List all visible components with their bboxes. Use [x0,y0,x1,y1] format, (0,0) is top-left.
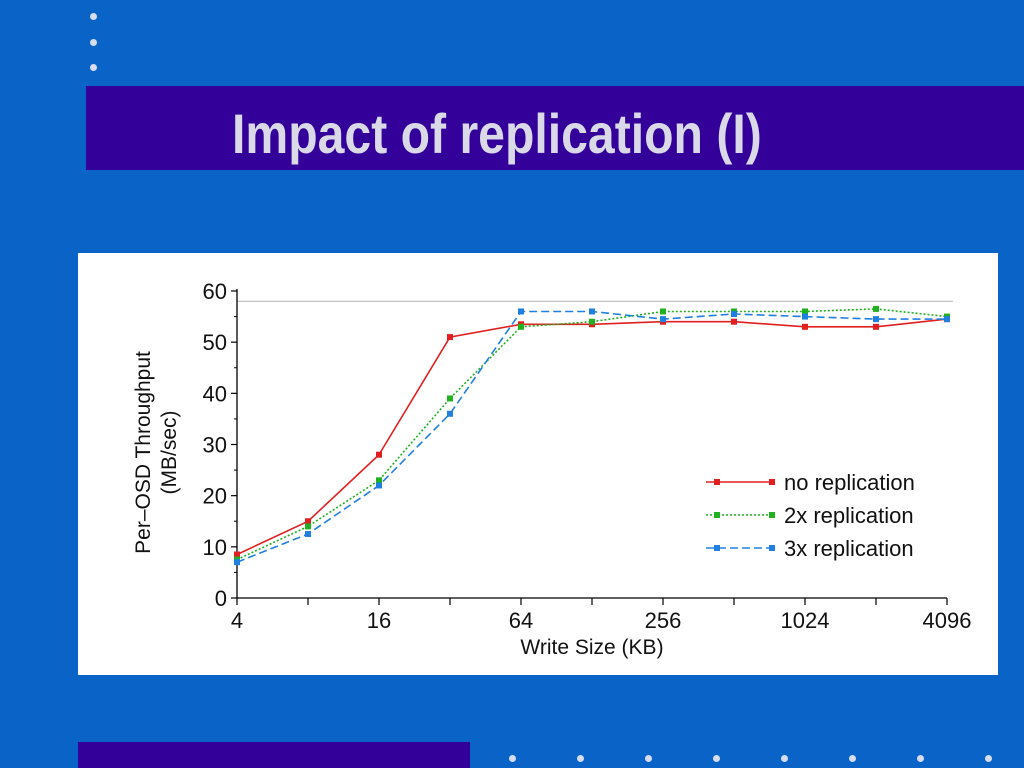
legend-label: no replication [784,470,915,495]
data-point [376,482,382,489]
data-point [660,308,666,315]
decoration-dot [713,755,720,762]
x-tick-label: 256 [645,608,682,633]
x-tick-label: 1024 [781,608,830,633]
legend-marker [714,545,720,551]
y-tick-label: 50 [203,330,227,355]
decoration-dot [917,755,924,762]
decoration-dot [90,64,97,71]
decoration-dot [90,39,97,46]
y-tick-label: 20 [203,484,227,509]
decoration-dot [781,755,788,762]
title-bar: Impact of replication (I) [86,86,1024,170]
x-tick-label: 4 [231,608,243,633]
y-axis-label: (MB/sec) [158,411,181,495]
data-point [234,551,240,558]
data-point [802,308,808,315]
data-point [518,323,524,330]
y-axis-label: Per–OSD Throughput [132,351,155,554]
x-tick-label: 16 [367,608,391,633]
legend-label: 2x replication [784,503,914,528]
footer-bar [78,742,470,768]
decoration-dot [849,755,856,762]
slide-title: Impact of replication (I) [232,102,762,165]
data-point [305,518,311,525]
y-tick-label: 60 [203,279,227,304]
data-point [376,451,382,458]
x-tick-label: 4096 [923,608,972,633]
decoration-dot [577,755,584,762]
data-point [802,323,808,330]
decoration-dot [509,755,516,762]
data-point [589,318,595,325]
data-point [447,410,453,417]
legend-marker [769,512,775,518]
x-tick-label: 64 [509,608,533,633]
data-point [234,559,240,566]
y-tick-label: 0 [215,586,227,611]
data-point [731,311,737,318]
data-point [447,395,453,402]
data-point [873,305,879,312]
data-point [660,316,666,323]
data-point [447,334,453,341]
data-point [873,323,879,330]
legend-label: 3x replication [784,536,914,561]
line-chart: 0 10 20 30 40 50 60 4 16 64 256 1024 4096 Write Size … [132,279,972,659]
data-point [589,308,595,315]
series-line-2 [236,308,948,561]
data-point [731,318,737,325]
data-point [376,477,382,484]
data-point [305,531,311,538]
data-point [802,313,808,320]
y-tick-label: 30 [203,433,227,458]
data-point [305,523,311,530]
legend-marker [769,545,775,551]
legend-marker [714,512,720,518]
decoration-dot [90,13,97,20]
x-axis-label: Write Size (KB) [520,636,663,659]
y-tick-label: 10 [203,535,227,560]
data-point [873,316,879,323]
y-tick-label: 40 [203,381,227,406]
data-point [518,308,524,315]
chart-panel: 0 10 20 30 40 50 60 4 16 64 256 1024 4096 Write Size … [78,253,998,675]
decoration-dot [645,755,652,762]
data-point [944,316,950,323]
legend-marker [769,479,775,485]
legend-marker [714,479,720,485]
decoration-dot [985,755,992,762]
